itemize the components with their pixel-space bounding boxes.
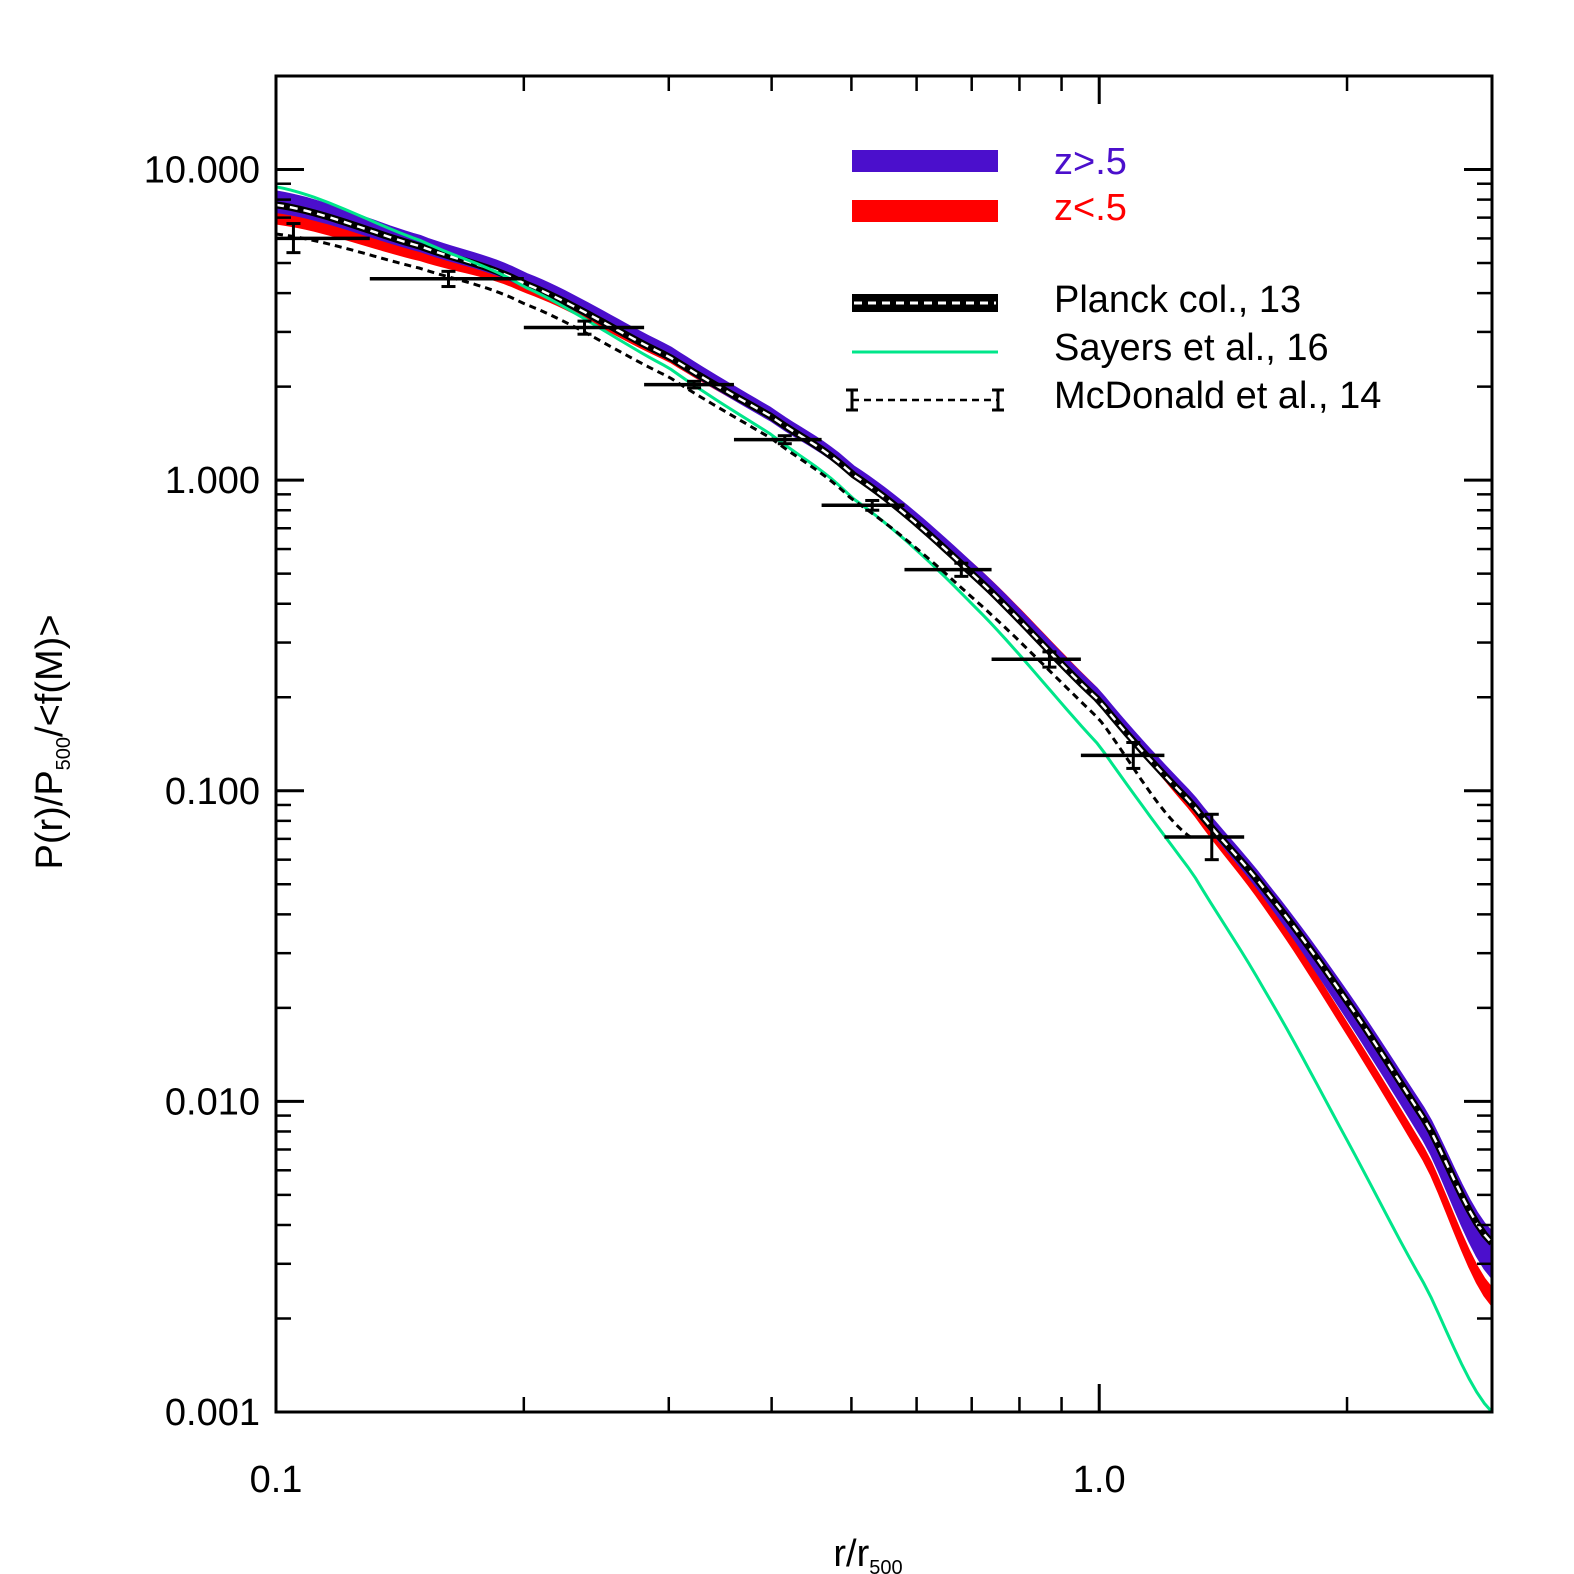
y-axis-label-sub: 500: [53, 737, 75, 770]
legend-swatch-z-high: [852, 150, 998, 172]
y-axis-label-main: P(r)/P: [29, 770, 71, 869]
line-mcdonald: [276, 232, 1194, 841]
errorbar-point: [369, 269, 524, 289]
x-tick-label: 1.0: [1073, 1459, 1126, 1501]
plot-frame: [274, 74, 1494, 1414]
y-tick-label: 10.000: [144, 150, 260, 192]
errorbar-point: [523, 319, 645, 336]
x-tick-label: 0.1: [250, 1459, 303, 1501]
errorbar-point: [1080, 741, 1165, 770]
errorbar-point: [821, 498, 905, 512]
errorbar-point: [733, 434, 822, 446]
legend-label-planck: Planck col., 13: [1054, 279, 1301, 321]
y-tick-label: 0.001: [165, 1392, 260, 1434]
y-tick-label: 0.010: [165, 1081, 260, 1123]
x-axis-label-main: r/r: [833, 1533, 869, 1574]
errorbar-point: [904, 561, 992, 578]
legend-swatch-z-low: [852, 200, 998, 222]
axis-tick-labels: 0.1 1.0 0.001 0.010 0.100 1.000 10.000: [144, 150, 1126, 1501]
errorbar-point: [644, 379, 734, 390]
y-tick-label: 0.100: [165, 771, 260, 813]
line-sayers: [276, 185, 1492, 1412]
legend-label-mcdonald: McDonald et al., 14: [1054, 375, 1381, 417]
legend: z>.5 z<.5 Planck col., 13 Sayers et al.,…: [846, 141, 1381, 417]
legend-label-sayers: Sayers et al., 16: [1054, 327, 1329, 369]
y-axis-label: P(r)/P500/<f(M)>: [29, 614, 75, 869]
errorbar-point: [276, 222, 370, 255]
errorbar-point: [991, 650, 1081, 669]
x-axis-label: r/r500: [833, 1533, 902, 1574]
plot-errorbars: [276, 222, 1245, 862]
y-axis-label-rest: /<f(M)>: [29, 614, 71, 736]
x-axis-label-sub: 500: [869, 1557, 902, 1574]
plot-lines: [276, 185, 1492, 1412]
axis-ticks: [274, 74, 1494, 1414]
legend-label-z-high: z>.5: [1054, 141, 1127, 183]
errorbar-point: [1164, 812, 1245, 862]
y-tick-label: 1.000: [165, 460, 260, 502]
legend-label-z-low: z<.5: [1054, 187, 1127, 229]
